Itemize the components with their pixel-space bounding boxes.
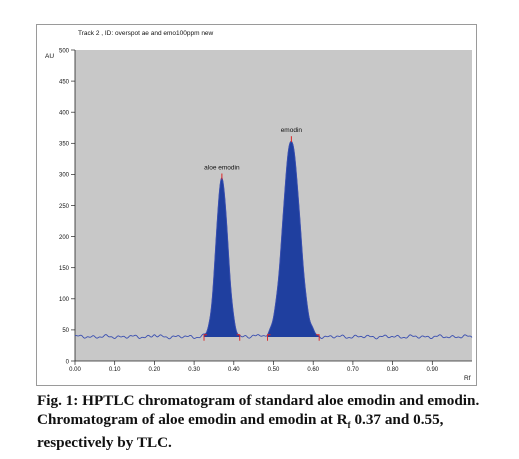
y-tick-label: 250: [59, 204, 70, 210]
x-tick-label: 0.60: [307, 367, 319, 373]
caption-subscript: f: [347, 419, 351, 430]
y-tick-label: 350: [59, 142, 70, 148]
y-tick-label: 450: [59, 79, 70, 85]
chromatogram-trace: [74, 140, 473, 340]
x-tick-label: 0.50: [268, 367, 280, 373]
y-tick-label: 100: [59, 297, 70, 303]
x-tick-label: 0.20: [149, 367, 161, 373]
y-tick-label: 200: [59, 235, 70, 241]
x-tick-label: 0.00: [69, 367, 81, 373]
x-tick-label: 0.10: [109, 367, 121, 373]
peak-boundary-marker: [267, 334, 271, 341]
chart-title: Track 2 , ID: overspot ae and emo100ppm …: [78, 30, 214, 37]
y-tick-label: 400: [59, 111, 70, 117]
x-axis-label: Rf: [464, 375, 471, 382]
caption-line-2-text: Chromatogram of aloe emodin and emodin a…: [37, 410, 348, 428]
peak-boundary-marker: [316, 334, 320, 341]
caption-line-3: respectively by TLC.: [37, 434, 172, 452]
x-tick-label: 0.40: [228, 367, 240, 373]
caption-line-2: Chromatogram of aloe emodin and emodin a…: [37, 411, 515, 435]
y-axis-label: AU: [45, 53, 54, 60]
figure-caption: Fig. 1: HPTLC chromatogram of standard a…: [37, 392, 515, 453]
caption-line-1: Fig. 1: HPTLC chromatogram of standard a…: [37, 392, 480, 409]
plot-background: [75, 50, 472, 361]
y-tick-label: 150: [59, 266, 70, 272]
x-tick-label: 0.30: [188, 367, 200, 373]
y-tick-label: 0: [66, 359, 70, 365]
y-tick-label: 300: [59, 173, 70, 179]
x-tick-label: 0.70: [347, 367, 359, 373]
y-tick-label: 50: [62, 328, 69, 334]
peak-label: emodin: [281, 127, 303, 134]
chromatogram-chart: Track 2 , ID: overspot ae and emo100ppm …: [45, 30, 473, 382]
caption-line-2-rest: 0.37 and 0.55,: [350, 410, 444, 428]
peak-label: aloe emodin: [204, 165, 240, 172]
y-tick-label: 500: [59, 48, 70, 54]
x-tick-label: 0.90: [426, 367, 438, 373]
peak-boundary-marker: [236, 334, 241, 341]
peak-boundary-marker: [203, 334, 208, 341]
x-tick-label: 0.80: [387, 367, 399, 373]
